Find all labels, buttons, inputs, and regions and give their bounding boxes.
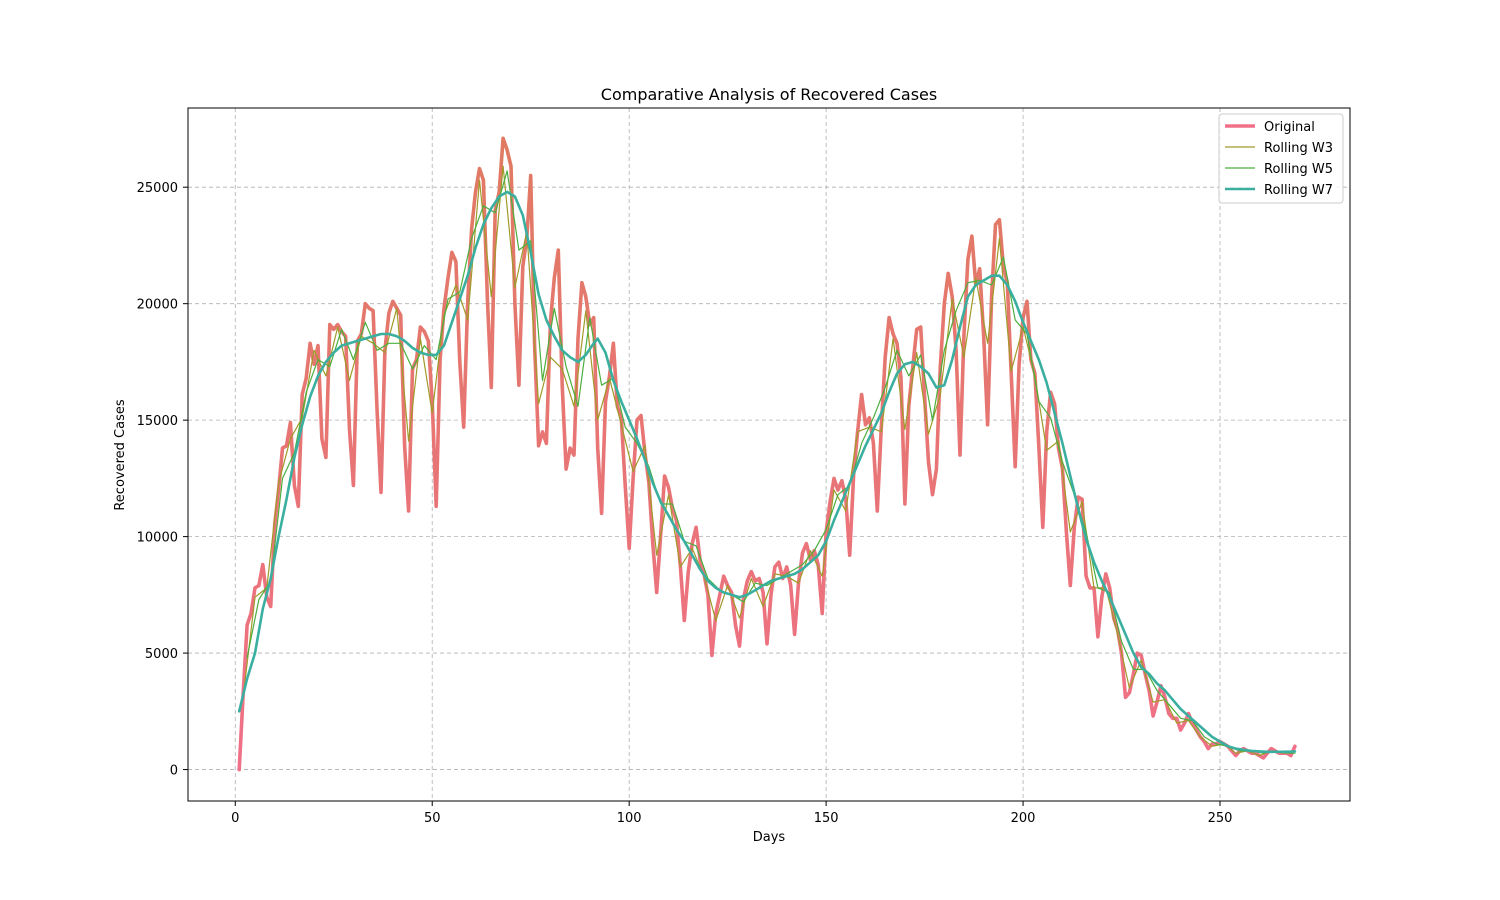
x-tick-label: 100 [617,811,642,826]
x-axis-title: Days [753,830,786,845]
legend-label-rolling-w7: Rolling W7 [1264,183,1333,198]
y-tick-label: 25000 [137,181,178,196]
series-line-rolling-w7 [237,190,1297,754]
series-line-rolling-w5 [246,170,1296,754]
plot-frame [187,107,1351,802]
y-tick-label: 10000 [137,531,178,546]
legend-box [1218,113,1344,204]
chart-title: Comparative Analysis of Recovered Cases [601,85,937,104]
x-tick-label: 150 [814,811,839,826]
x-axis-ticks: 0 50 100 150 200 250 [231,801,1232,826]
y-axis-title: Recovered Cases [113,399,128,510]
series-line-rolling-w3 [242,165,1296,757]
x-tick-label: 0 [231,811,239,826]
y-axis-ticks: 0 5000 10000 15000 20000 25000 [137,181,188,779]
legend-label-rolling-w3: Rolling W3 [1264,141,1333,156]
x-tick-label: 50 [424,811,441,826]
legend: Original Rolling W3 Rolling W5 Rolling W7 [1218,113,1344,204]
y-tick-label: 0 [170,764,178,779]
y-tick-label: 5000 [145,647,178,662]
legend-label-original: Original [1264,120,1315,135]
y-tick-label: 15000 [137,414,178,429]
series-lines [237,136,1297,772]
x-tick-label: 250 [1208,811,1233,826]
legend-label-rolling-w5: Rolling W5 [1264,162,1333,177]
x-tick-label: 200 [1011,811,1036,826]
y-tick-label: 20000 [137,298,178,313]
